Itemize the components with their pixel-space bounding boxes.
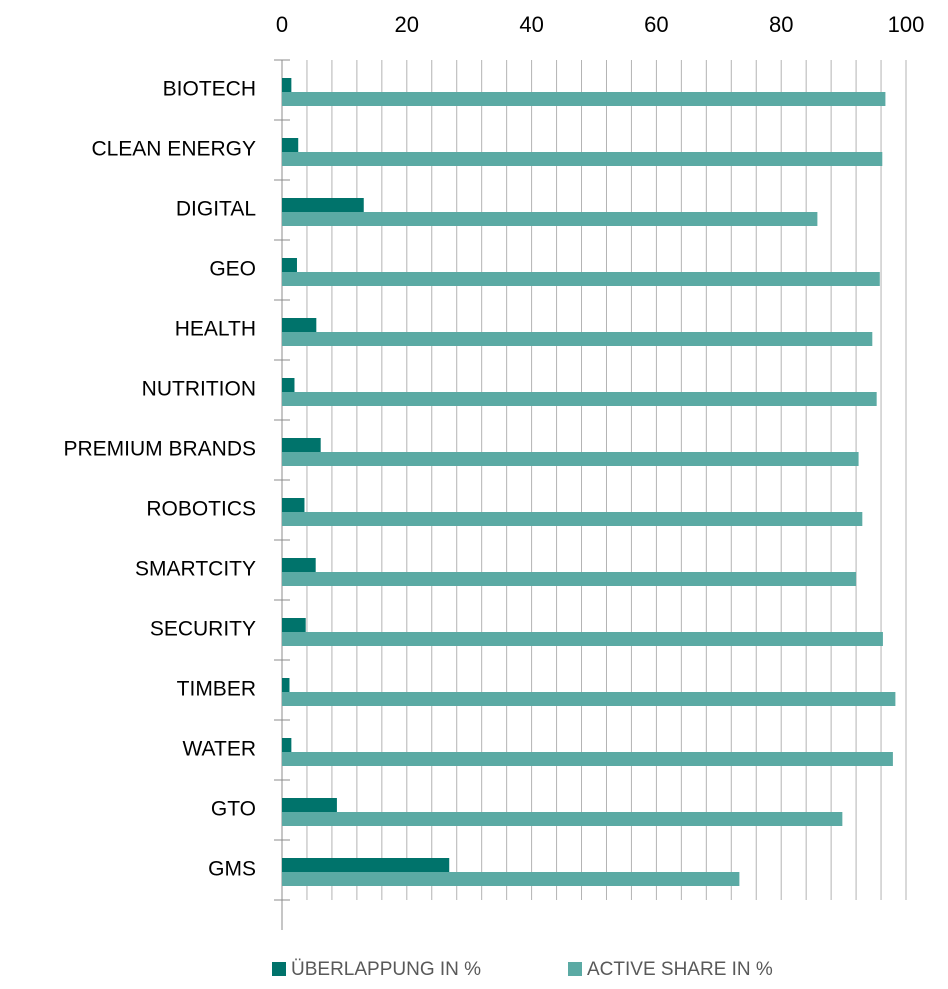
bar-ueberlappung [282,738,292,752]
category-label: ROBOTICS [146,498,256,521]
bar-active-share [282,452,859,466]
bar-ueberlappung [282,438,321,452]
bar-ueberlappung [282,798,337,812]
grid-lines [306,60,907,900]
bar-ueberlappung [282,618,306,632]
x-tick-label: 40 [519,12,543,37]
bar-ueberlappung [282,678,290,692]
bar-ueberlappung [282,138,299,152]
bar-active-share [282,92,886,106]
category-label: PREMIUM BRANDS [63,438,256,461]
bar-active-share [282,692,896,706]
category-label: SECURITY [150,618,256,641]
bar-active-share [282,812,843,826]
category-label: BIOTECH [163,78,256,101]
legend-label: ACTIVE SHARE IN % [587,959,773,980]
category-label: DIGITAL [176,198,256,221]
bar-ueberlappung [282,378,295,392]
bar-active-share [282,572,857,586]
bar-active-share [282,212,818,226]
bar-active-share [282,632,883,646]
x-tick-label: 60 [644,12,668,37]
bar-active-share [282,392,877,406]
category-label: GTO [211,798,256,821]
category-label: NUTRITION [142,378,256,401]
bar-active-share [282,872,740,886]
bar-active-share [282,332,873,346]
bar-ueberlappung [282,318,317,332]
bar-active-share [282,272,880,286]
bar-ueberlappung [282,198,364,212]
legend-swatch [568,962,582,976]
category-labels: BIOTECH CLEAN ENERGY DIGITAL GEO HEALTH NUTRI… [63,78,256,881]
bar-ueberlappung [282,258,297,272]
x-tick-label: 0 [276,12,288,37]
legend: ÜBERLAPPUNG IN % ACTIVE SHARE IN % [272,959,773,980]
x-tick-label: 100 [888,12,925,37]
category-label: WATER [183,738,257,761]
category-label: HEALTH [175,318,256,341]
legend-swatch [272,962,286,976]
bar-active-share [282,152,883,166]
bar-ueberlappung [282,78,292,92]
x-tick-label: 80 [769,12,793,37]
category-label: CLEAN ENERGY [91,138,256,161]
x-tick-label: 20 [395,12,419,37]
bar-ueberlappung [282,558,316,572]
bar-ueberlappung [282,498,305,512]
x-tick-labels: 0 20 40 60 80 100 [276,12,924,37]
bars [282,78,896,886]
category-label: SMARTCITY [135,558,256,581]
category-label: TIMBER [177,678,256,701]
category-label: GMS [208,858,256,881]
bar-ueberlappung [282,858,450,872]
bar-active-share [282,752,893,766]
category-label: GEO [209,258,256,281]
bar-active-share [282,512,863,526]
legend-label: ÜBERLAPPUNG IN % [291,959,481,980]
